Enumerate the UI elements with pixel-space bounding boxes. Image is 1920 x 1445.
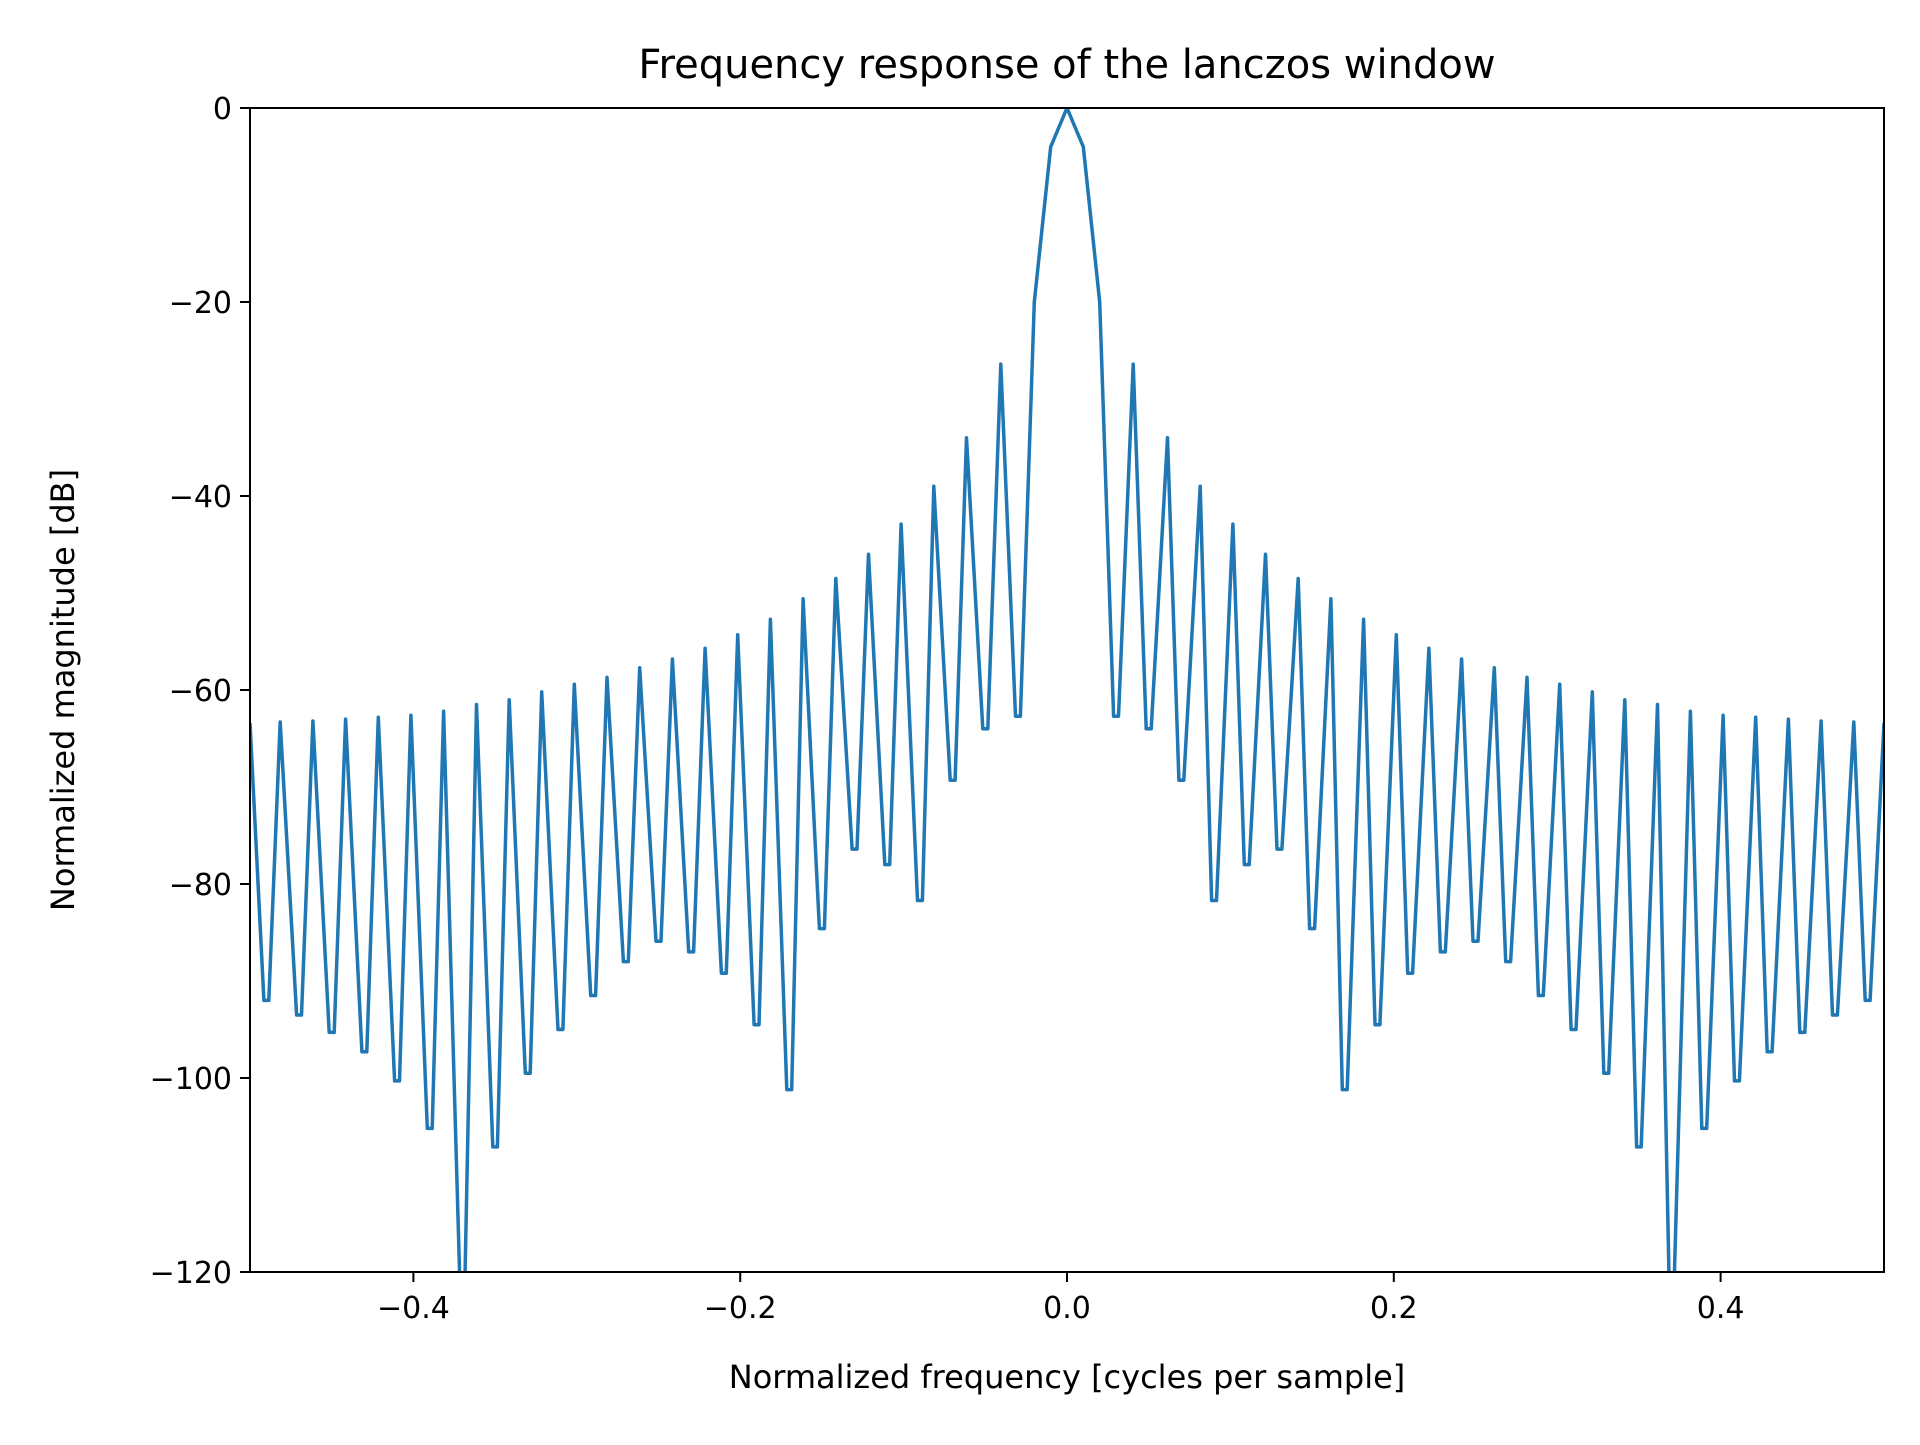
line-series-group xyxy=(250,108,1884,1272)
y-tick-label: −40 xyxy=(169,480,232,515)
y-tick-label: −60 xyxy=(169,674,232,709)
y-ticks: 0 −20 −40 −60 −80 −100 −120 xyxy=(150,92,250,1291)
response-line-0 xyxy=(250,108,1884,1272)
y-tick-label: −20 xyxy=(169,286,232,321)
x-tick-label: 0.0 xyxy=(1043,1291,1091,1326)
x-tick-label: −0.4 xyxy=(377,1291,450,1326)
x-ticks: −0.4 −0.2 0.0 0.2 0.4 xyxy=(377,1272,1744,1326)
y-tick-label: 0 xyxy=(213,92,232,127)
chart-title: Frequency response of the lanczos window xyxy=(638,42,1495,88)
y-tick-label: −80 xyxy=(169,868,232,903)
y-tick-label: −120 xyxy=(150,1256,232,1291)
plot-frame xyxy=(249,107,1885,1273)
x-axis-label: Normalized frequency [cycles per sample] xyxy=(729,1358,1406,1396)
x-tick-label: 0.4 xyxy=(1697,1291,1745,1326)
y-tick-label: −100 xyxy=(150,1062,232,1097)
x-tick-label: 0.2 xyxy=(1370,1291,1418,1326)
x-tick-label: −0.2 xyxy=(704,1291,777,1326)
y-axis-label: Normalized magnitude [dB] xyxy=(44,469,82,911)
